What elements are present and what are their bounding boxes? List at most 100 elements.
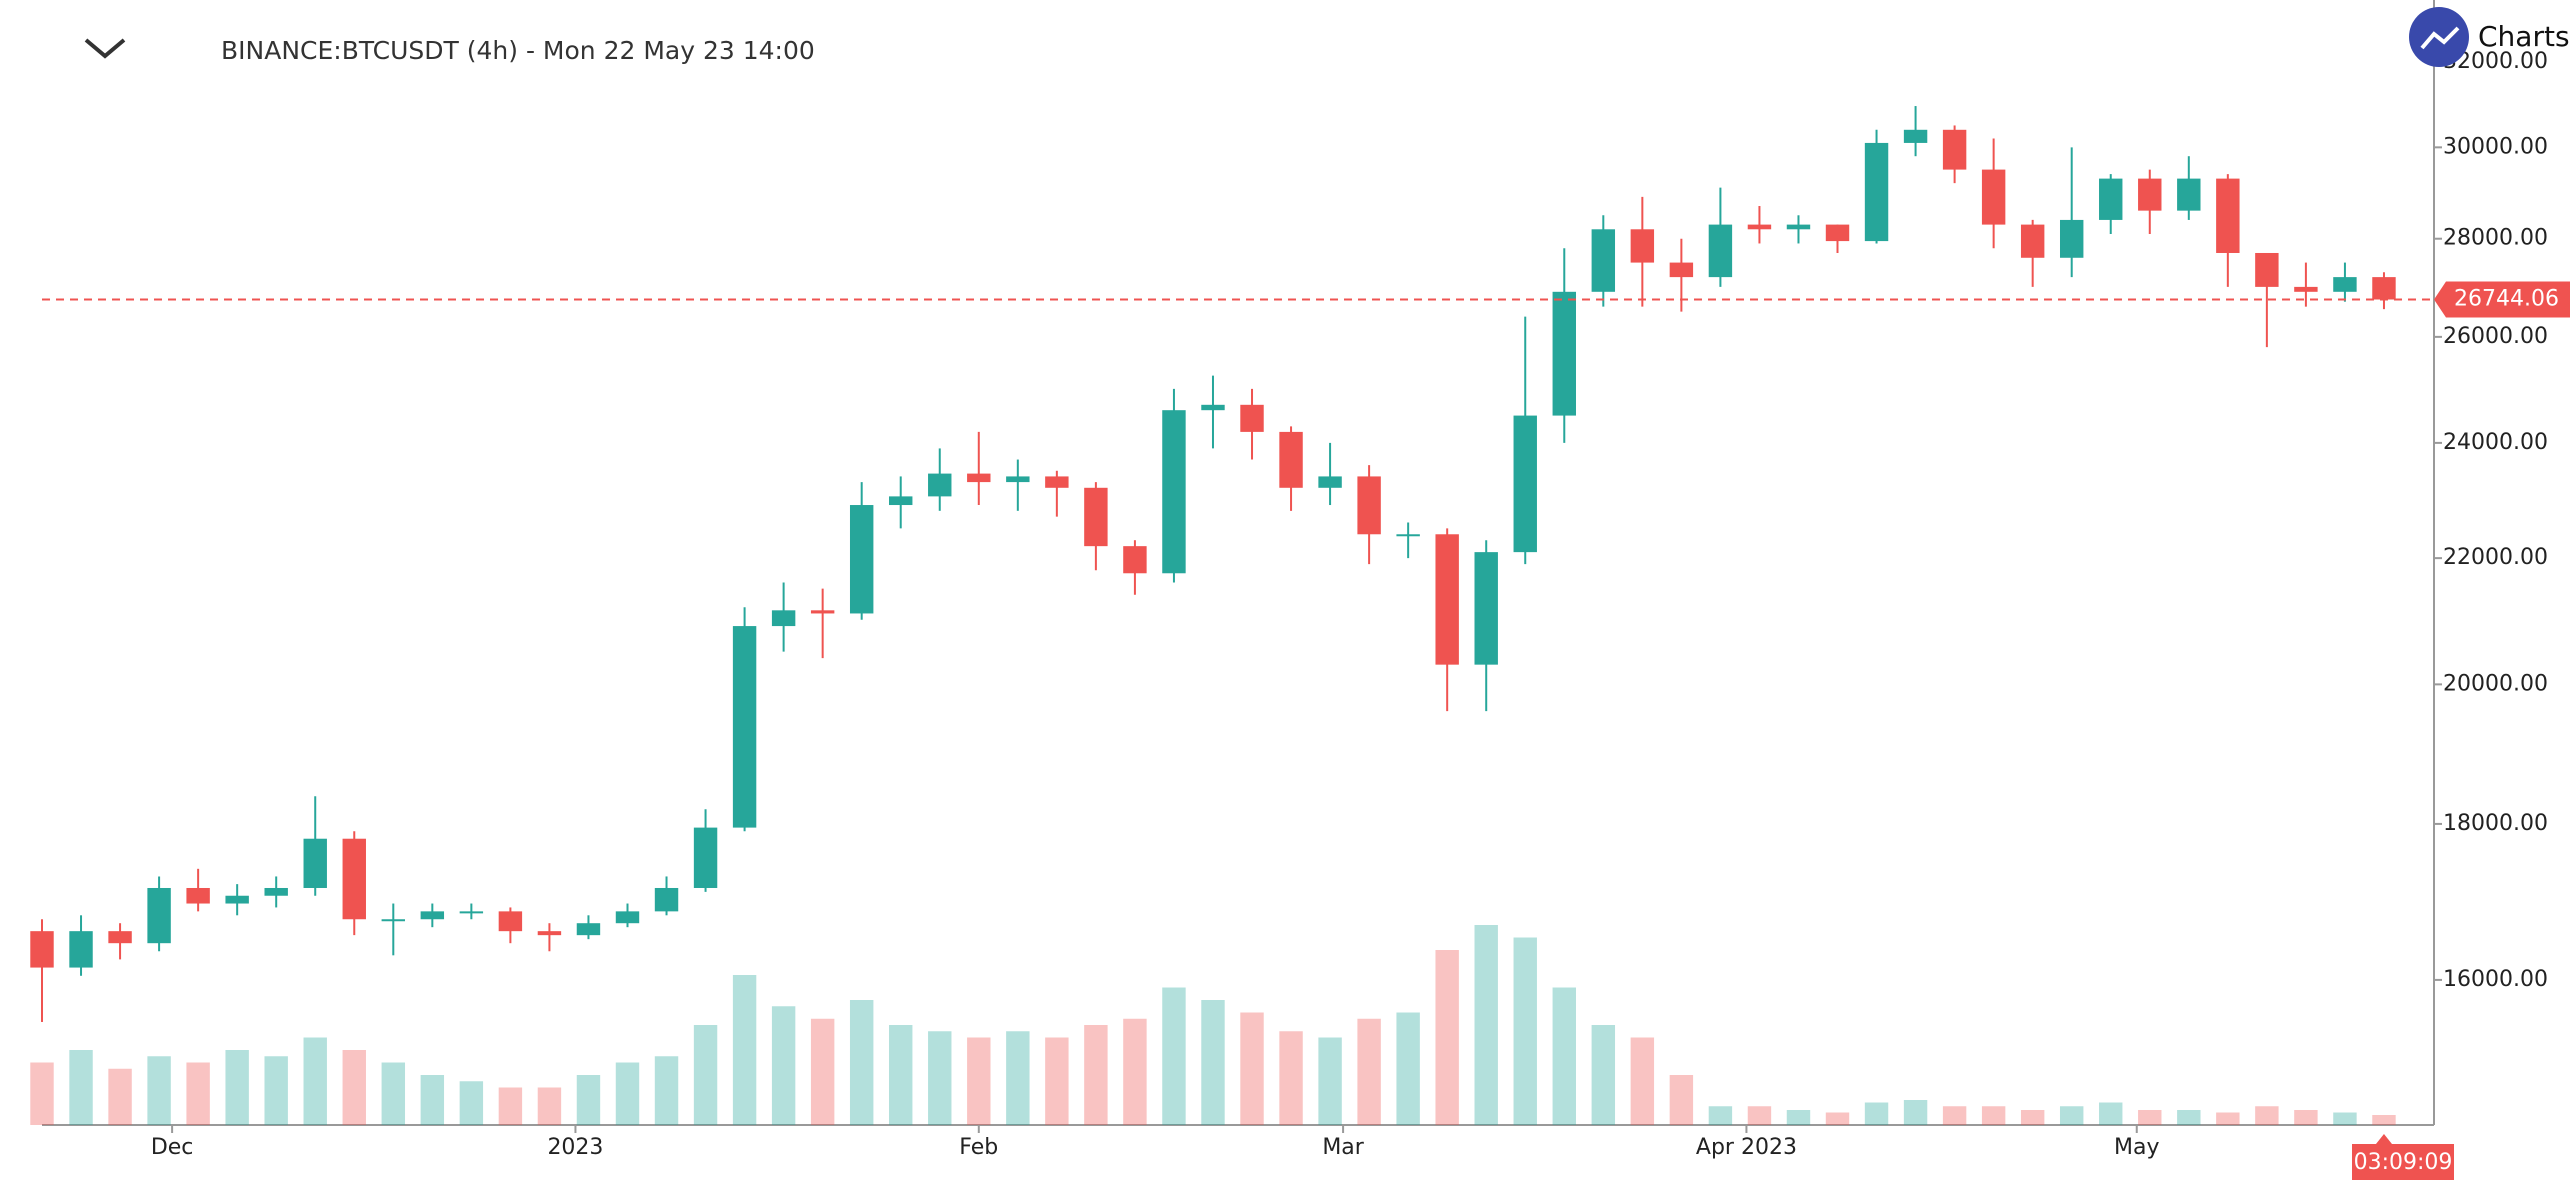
candle-body bbox=[30, 931, 54, 968]
countdown-pointer bbox=[2375, 1134, 2392, 1144]
volume-bar bbox=[498, 1087, 523, 1125]
countdown-label: 03:09:09 bbox=[2354, 1150, 2453, 1175]
y-tick-label: 26000.00 bbox=[2443, 324, 2548, 349]
candle-body bbox=[2372, 277, 2396, 300]
candle-body bbox=[1513, 415, 1537, 553]
candle-body bbox=[498, 911, 523, 932]
volume-bar bbox=[108, 1068, 132, 1125]
volume-bar bbox=[928, 1031, 952, 1125]
volume-bar bbox=[1006, 1031, 1030, 1125]
volume-bar bbox=[2255, 1106, 2279, 1125]
candle-body bbox=[1279, 431, 1303, 488]
candle-body bbox=[342, 838, 366, 920]
candle-body bbox=[654, 887, 679, 912]
y-tick-label: 28000.00 bbox=[2443, 226, 2548, 251]
candle-body bbox=[381, 919, 406, 922]
candle-body bbox=[1903, 129, 1928, 143]
candle-body bbox=[1123, 546, 1147, 574]
volume-bar bbox=[849, 1000, 874, 1125]
candle-body bbox=[303, 838, 327, 888]
volume-bar bbox=[1318, 1037, 1342, 1125]
volume-bar bbox=[537, 1087, 562, 1125]
candle-body bbox=[1045, 476, 1069, 488]
candle-body bbox=[1591, 229, 1616, 292]
volume-bar bbox=[732, 975, 757, 1125]
candle-body bbox=[2138, 178, 2162, 211]
volume-bar bbox=[1864, 1102, 1889, 1125]
collapse-chevron[interactable] bbox=[84, 38, 126, 59]
volume-bar bbox=[1240, 1012, 1264, 1125]
candle-body bbox=[1240, 404, 1264, 432]
volume-bar bbox=[1396, 1012, 1420, 1125]
candle-body bbox=[693, 827, 718, 888]
brand-text[interactable]: Charts p bbox=[2478, 20, 2570, 53]
volume-bar bbox=[303, 1037, 327, 1125]
candle-body bbox=[1318, 476, 1342, 488]
volume-bar bbox=[1591, 1025, 1616, 1125]
candle-body bbox=[771, 610, 796, 627]
x-tick-label: Dec bbox=[151, 1135, 194, 1160]
candle-body bbox=[1942, 129, 1967, 170]
candle-body bbox=[576, 923, 601, 936]
candle-body bbox=[1825, 224, 1850, 242]
candle-body bbox=[967, 473, 991, 483]
logo-glyph bbox=[2420, 26, 2460, 50]
volume-bar bbox=[654, 1056, 679, 1125]
volume-bar bbox=[2059, 1106, 2084, 1125]
candle-body bbox=[1747, 224, 1772, 230]
candle-body bbox=[2177, 178, 2201, 211]
volume-bar bbox=[1708, 1106, 1733, 1125]
volume-bar bbox=[1747, 1106, 1772, 1125]
volume-bar bbox=[1162, 987, 1186, 1125]
candle-body bbox=[1981, 169, 2006, 225]
y-tick-label: 18000.00 bbox=[2443, 811, 2548, 836]
candle-body bbox=[889, 496, 913, 506]
candle-body bbox=[2216, 178, 2240, 253]
volume-bar bbox=[1474, 925, 1498, 1125]
volume-bar bbox=[264, 1056, 288, 1125]
x-tick-label: May bbox=[2114, 1135, 2159, 1160]
volume-bar bbox=[1201, 1000, 1225, 1125]
volume-bar bbox=[1669, 1075, 1694, 1125]
candle-body bbox=[1006, 476, 1030, 483]
volume-bar bbox=[147, 1056, 171, 1125]
volume-bar bbox=[693, 1025, 718, 1125]
x-tick-label: 2023 bbox=[547, 1135, 603, 1160]
volume-bar bbox=[1981, 1106, 2006, 1125]
volume-bar bbox=[342, 1050, 366, 1125]
candle-body bbox=[147, 887, 171, 944]
volume-bar bbox=[69, 1050, 93, 1125]
volume-bar bbox=[2333, 1112, 2357, 1125]
y-tick-label: 30000.00 bbox=[2443, 134, 2548, 159]
volume-bar bbox=[2099, 1102, 2123, 1125]
y-tick-label: 24000.00 bbox=[2443, 430, 2548, 455]
volume-bar bbox=[1279, 1031, 1303, 1125]
volume-bar bbox=[30, 1062, 54, 1125]
volume-bar bbox=[615, 1062, 640, 1125]
candle-body bbox=[1864, 142, 1889, 242]
volume-bar bbox=[186, 1062, 210, 1125]
y-tick-label: 22000.00 bbox=[2443, 545, 2548, 570]
volume-bar bbox=[2372, 1115, 2396, 1125]
candle-body bbox=[849, 505, 874, 614]
candle-body bbox=[810, 610, 835, 614]
candle-body bbox=[2294, 286, 2318, 292]
candle-body bbox=[1786, 224, 1811, 230]
candle-body bbox=[2099, 178, 2123, 220]
candle-body bbox=[108, 931, 132, 944]
volume-bar bbox=[1513, 937, 1537, 1125]
candle-body bbox=[1669, 262, 1694, 278]
volume-bar bbox=[2216, 1112, 2240, 1125]
volume-bar bbox=[2294, 1110, 2318, 1125]
candle-body bbox=[459, 911, 484, 914]
candle-body bbox=[537, 931, 562, 936]
candle-body bbox=[69, 931, 93, 968]
y-tick-label: 16000.00 bbox=[2443, 967, 2548, 992]
volume-bar bbox=[1942, 1106, 1967, 1125]
volume-bar bbox=[1786, 1110, 1811, 1125]
volume-bar bbox=[1552, 987, 1576, 1125]
candle-body bbox=[264, 887, 288, 896]
candle-body bbox=[2059, 219, 2084, 258]
candle-body bbox=[928, 473, 952, 497]
